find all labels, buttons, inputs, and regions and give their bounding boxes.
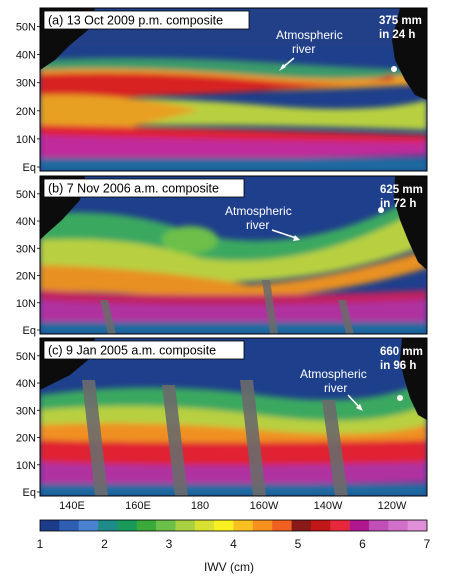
- latitude-label: 40N: [16, 50, 36, 62]
- panel-a: (a) 13 Oct 2009 p.m. composite Atmospher…: [39, 7, 428, 172]
- panel-b-annotation-line2: river: [246, 218, 269, 232]
- latitude-axis-labels: 50N 40N 30N 20N 10N Eq 50N 40N 30N 20N 10N Eq 50N 40N…: [16, 21, 40, 499]
- panel-c-arrow: [347, 394, 361, 409]
- colorbar-swatch: [136, 520, 157, 531]
- panel-b-arrow: [271, 229, 297, 239]
- colorbar-swatch: [98, 520, 118, 531]
- colorbar-frame: [39, 519, 428, 532]
- panel-b-swath-gaps: [100, 280, 354, 334]
- panel-a-title: (a) 13 Oct 2009 p.m. composite: [48, 14, 223, 28]
- latitude-label: 50N: [16, 21, 36, 33]
- panel-b-title: (b) 7 Nov 2006 a.m. composite: [48, 182, 219, 196]
- colorbar-swatch: [175, 520, 196, 531]
- colorbar-swatch: [233, 520, 254, 531]
- colorbar-swatch: [156, 520, 176, 531]
- panel-c-swath-gaps: [82, 380, 348, 496]
- panel-b: (b) 7 Nov 2006 a.m. composite Atmospheri…: [39, 175, 428, 335]
- colorbar-label: IWV (cm): [204, 560, 254, 574]
- colorbar-swatch: [214, 520, 234, 531]
- panel-c-map: [40, 338, 427, 496]
- colorbar-swatch: [78, 520, 99, 531]
- latitude-label: Eq: [23, 162, 36, 174]
- latitude-label: 20N: [16, 271, 36, 283]
- colorbar-swatch: [310, 520, 331, 531]
- colorbar-swatch: [272, 520, 292, 531]
- panel-c-arrow-head-icon: [356, 404, 363, 411]
- latitude-label: 30N: [16, 243, 36, 255]
- longitude-label: 140E: [59, 500, 85, 512]
- colorbar-swatch: [349, 520, 370, 531]
- colorbar-swatch: [40, 520, 60, 531]
- latitude-label: 30N: [16, 78, 36, 90]
- latitude-label: 50N: [16, 351, 36, 363]
- panel-c-rainfall-line1: 660 mm: [380, 346, 423, 358]
- colorbar-swatch: [59, 520, 79, 531]
- colorbar-tick-label: 3: [166, 537, 173, 551]
- panel-c-rainfall-line2: in 96 h: [380, 360, 416, 372]
- panel-b-rainfall-line2: in 72 h: [380, 198, 416, 210]
- latitude-label: 20N: [16, 106, 36, 118]
- longitude-axis-labels: 140E 160E 180 160W 140W 120W: [59, 500, 407, 512]
- colorbar-swatch: [194, 520, 215, 531]
- latitude-label: 10N: [16, 460, 36, 472]
- panel-a-arrow-head-icon: [279, 64, 286, 71]
- latitude-label: 10N: [16, 298, 36, 310]
- colorbar-swatch: [407, 520, 428, 531]
- latitude-label: 50N: [16, 189, 36, 201]
- colorbar-swatch: [291, 520, 312, 531]
- colorbar-tick-label: 6: [359, 537, 366, 551]
- panel-c-annotation-line1: Atmospheric: [300, 367, 367, 381]
- panel-a-annotation-line1: Atmospheric: [276, 28, 343, 42]
- colorbar-tick-label: 7: [424, 537, 431, 551]
- colorbar: 1 2 3 4 5 6 7: [37, 519, 431, 551]
- panel-c-annotation-line2: river: [324, 381, 347, 395]
- colorbar-swatch: [368, 520, 389, 531]
- longitude-label: 160W: [250, 500, 279, 512]
- panel-a-annotation-line2: river: [292, 42, 315, 56]
- longitude-label: 120W: [378, 500, 407, 512]
- latitude-label: 20N: [16, 433, 36, 445]
- colorbar-tick-label: 2: [101, 537, 108, 551]
- latitude-label: 10N: [16, 134, 36, 146]
- colorbar-tick-label: 5: [295, 537, 302, 551]
- colorbar-swatch: [252, 520, 273, 531]
- latitude-label: 30N: [16, 405, 36, 417]
- panel-b-map: [40, 176, 427, 334]
- panel-a-rainfall-line1: 375 mm: [379, 15, 422, 27]
- panel-a-rainfall-line2: in 24 h: [379, 29, 415, 41]
- panel-a-map: [40, 8, 427, 171]
- panel-b-annotation-line1: Atmospheric: [225, 204, 292, 218]
- colorbar-swatch: [388, 520, 408, 531]
- colorbar-tick-label: 1: [37, 537, 44, 551]
- colorbar-swatch: [117, 520, 138, 531]
- panel-c: (c) 9 Jan 2005 a.m. composite Atmospheri…: [39, 337, 428, 497]
- latitude-label: 40N: [16, 378, 36, 390]
- longitude-label: 180: [191, 500, 209, 512]
- panel-b-arrow-head-icon: [293, 235, 300, 241]
- longitude-label: 140W: [314, 500, 343, 512]
- panel-c-title: (c) 9 Jan 2005 a.m. composite: [48, 344, 216, 358]
- panel-b-rainfall-line1: 625 mm: [380, 184, 423, 196]
- colorbar-swatch: [330, 520, 350, 531]
- latitude-label: Eq: [23, 487, 36, 499]
- latitude-label: Eq: [23, 325, 36, 337]
- latitude-label: 40N: [16, 216, 36, 228]
- longitude-label: 160E: [125, 500, 151, 512]
- colorbar-tick-label: 4: [230, 537, 237, 551]
